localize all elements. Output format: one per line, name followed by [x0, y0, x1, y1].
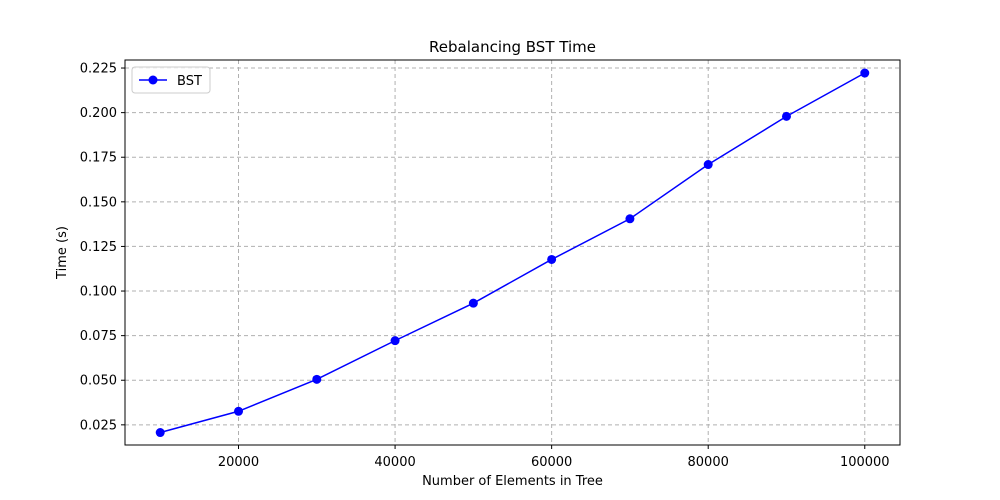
axis-ticks: 20000 40000 60000 80000 100000 0.025 0.050 0.07… — [80, 62, 890, 470]
grid-lines — [125, 60, 900, 445]
chart-title: Rebalancing BST Time — [429, 38, 596, 56]
data-point — [703, 160, 713, 170]
y-tick-label: 0.050 — [80, 374, 117, 389]
y-axis-label: Time (s) — [55, 226, 70, 280]
x-tick-label: 80000 — [688, 455, 729, 470]
data-point — [860, 68, 870, 78]
legend-box — [131, 66, 211, 94]
y-tick-label: 0.075 — [80, 329, 117, 344]
data-point — [312, 374, 322, 384]
data-point — [781, 111, 791, 121]
x-tick-label: 100000 — [840, 455, 890, 470]
x-tick-label: 40000 — [374, 455, 415, 470]
data-point — [468, 298, 478, 308]
y-tick-label: 0.200 — [80, 106, 117, 121]
data-point — [155, 428, 165, 438]
series-layer — [155, 68, 870, 438]
data-point — [547, 254, 557, 264]
y-tick-label: 0.025 — [80, 418, 117, 433]
y-tick-label: 0.225 — [80, 62, 117, 77]
legend-marker-bst — [148, 75, 158, 85]
x-tick-label: 20000 — [218, 455, 259, 470]
data-point — [234, 406, 244, 416]
data-point — [625, 214, 635, 224]
y-tick-label: 0.125 — [80, 240, 117, 255]
legend: BST — [131, 66, 211, 94]
series-line-bst — [160, 72, 866, 434]
y-tick-label: 0.175 — [80, 151, 117, 166]
y-tick-label: 0.150 — [80, 195, 117, 210]
x-axis-label: Number of Elements in Tree — [422, 474, 603, 489]
y-tick-label: 0.100 — [80, 285, 117, 300]
x-tick-label: 60000 — [531, 455, 572, 470]
legend-label-bst: BST — [177, 74, 202, 89]
data-point — [390, 336, 400, 346]
plot-frame — [124, 59, 901, 446]
